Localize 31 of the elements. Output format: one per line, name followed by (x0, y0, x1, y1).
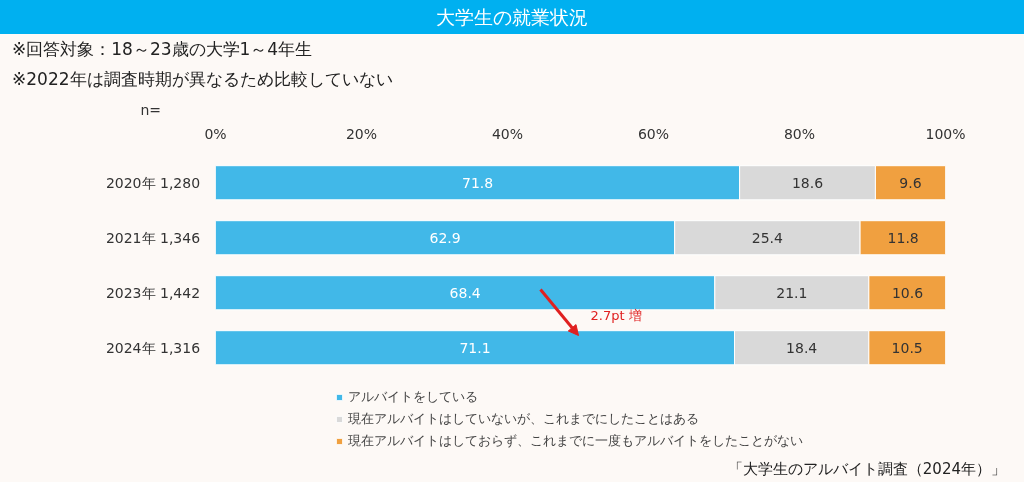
x-tick-label: 60% (637, 125, 670, 142)
text: n= (140, 101, 162, 118)
x-tick-label: 80% (783, 125, 816, 142)
data-label: 10.5 (891, 339, 923, 356)
y-tick-label: 2020年 1,280 (105, 174, 201, 191)
annotation: 2.7pt 増 (590, 307, 642, 323)
x-tick-label: 0% (204, 125, 227, 142)
x-tick-label: 100% (925, 125, 966, 142)
data-label: 10.6 (891, 284, 924, 301)
data-label: 18.4 (786, 339, 818, 356)
y-tick-label: 2024年 1,316 (105, 339, 201, 356)
data-label: 21.1 (776, 284, 808, 301)
text: 「大学生のアルバイト調査（2024年）」 (727, 459, 1006, 480)
data-label: 71.1 (459, 339, 491, 356)
data-label: 71.8 (461, 174, 494, 191)
legend-label: アルバイトをしている (348, 388, 478, 406)
data-label: 68.4 (449, 284, 481, 301)
y-tick-label: 2021年 1,346 (105, 229, 201, 246)
chart-subtitle: ※回答対象：18～23歳の大学1～4年生 (12, 38, 313, 61)
x-tick-label: 40% (491, 125, 524, 142)
x-tick-label: 20% (345, 125, 378, 142)
y-tick-label: 2023年 1,442 (105, 284, 201, 301)
data-label: 25.4 (751, 229, 784, 246)
data-label: 9.6 (899, 174, 922, 191)
data-label: 18.6 (791, 174, 824, 191)
chart-title: 大学生の就業状況 (436, 5, 588, 30)
legend-label: 現在アルバイトはしていないが、これまでにしたことはある (348, 410, 699, 428)
text: ※2022年は調査時期が異なるため比較していない (12, 68, 393, 91)
data-label: 11.8 (887, 229, 919, 246)
legend-label: 現在アルバイトはしておらず、これまでに一度もアルバイトをしたことがない (348, 432, 803, 450)
data-label: 62.9 (429, 229, 461, 246)
